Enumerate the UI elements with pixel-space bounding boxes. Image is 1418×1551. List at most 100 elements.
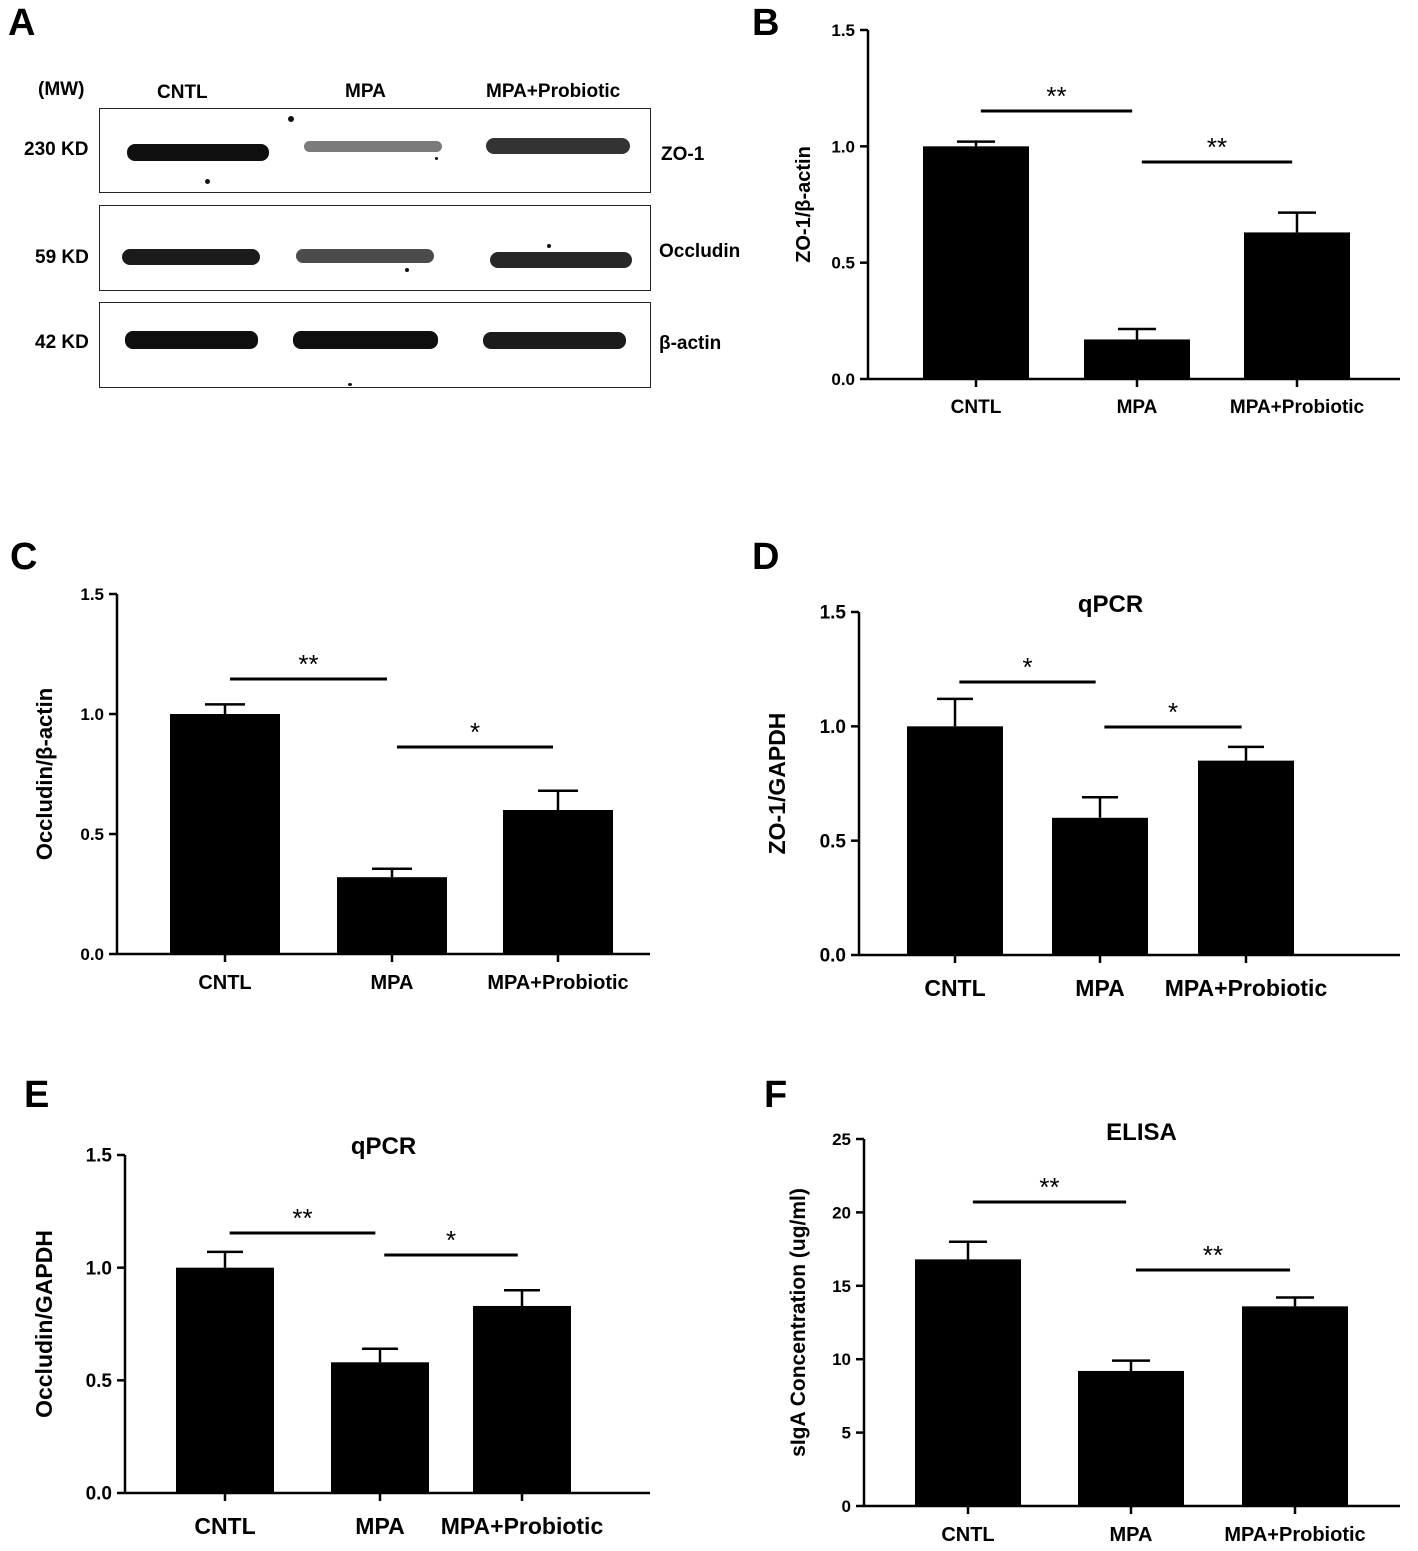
significance-marker: ** — [1046, 81, 1066, 111]
panel-label-f: F — [764, 1074, 788, 1116]
blot-band — [304, 141, 442, 152]
bar — [176, 1267, 274, 1493]
y-tick-label: 0.5 — [820, 831, 847, 852]
bar — [170, 714, 280, 954]
significance-marker: ** — [298, 649, 318, 679]
y-tick-label: 0.5 — [86, 1371, 113, 1392]
protein-label-actin: β-actin — [659, 333, 722, 354]
chart-b: 0.0 0.5 1.0 1.5 CNTL MPA MPA+Probiotic ** ** ZO-1… — [793, 21, 1400, 418]
category-label: MPA+Probiotic — [487, 972, 628, 994]
y-tick-label: 1.5 — [80, 585, 104, 604]
category-label: MPA — [1110, 1524, 1153, 1546]
bar — [473, 1305, 571, 1493]
significance-marker: * — [446, 1225, 456, 1255]
category-label: CNTL — [951, 397, 1002, 418]
y-tick-label: 0 — [842, 1497, 851, 1516]
bar — [907, 726, 1003, 955]
y-tick-label: 1.5 — [831, 21, 855, 40]
mw-label-occludin: 59 KD — [35, 247, 89, 268]
bar — [923, 146, 1029, 379]
y-tick-label: 1.5 — [820, 603, 847, 624]
protein-label-occludin: Occludin — [659, 241, 741, 262]
y-axis-label: ZO-1/β-actin — [793, 146, 815, 263]
y-tick-label: 20 — [832, 1203, 851, 1222]
panel-label-d: D — [752, 536, 780, 578]
significance-marker: ** — [1203, 1240, 1223, 1270]
blot-band — [486, 138, 630, 154]
blot-band — [293, 331, 438, 349]
mw-label-actin: 42 KD — [35, 332, 89, 353]
blot-band — [125, 331, 258, 349]
category-label: MPA+Probiotic — [1230, 397, 1365, 418]
blot-strip-actin — [99, 302, 651, 388]
category-label: MPA+Probiotic — [441, 1513, 604, 1539]
panel-label-b: B — [752, 2, 780, 44]
significance-marker: ** — [1207, 132, 1227, 162]
blot-band — [483, 332, 626, 349]
y-tick-label: 1.0 — [831, 137, 855, 156]
chart-title: qPCR — [1078, 591, 1143, 618]
lane-label-mpa-probiotic: MPA+Probiotic — [486, 81, 621, 102]
category-label: MPA — [371, 972, 414, 994]
y-tick-label: 0.0 — [80, 945, 104, 964]
y-tick-label: 0.5 — [831, 254, 855, 273]
blot-band — [122, 249, 260, 265]
significance-marker: ** — [1039, 1172, 1059, 1202]
blot-speck — [288, 116, 294, 122]
bar — [503, 810, 613, 954]
panel-label-c: C — [10, 536, 38, 578]
category-label: CNTL — [924, 975, 985, 1001]
blot-speck — [435, 157, 438, 160]
category-label: CNTL — [198, 972, 251, 994]
category-label: MPA+Probiotic — [1165, 975, 1328, 1001]
category-label: CNTL — [941, 1524, 994, 1546]
protein-label-zo1: ZO-1 — [661, 144, 705, 165]
mw-label-zo1: 230 KD — [24, 139, 89, 160]
chart-d: 0.0 0.5 1.0 1.5 CNTL MPA MPA+Probiotic * * ZO-1/G… — [764, 591, 1400, 1001]
bar — [1084, 339, 1190, 379]
y-tick-label: 0.0 — [86, 1484, 112, 1505]
y-axis-label: sIgA Concentration (ug/ml) — [787, 1188, 810, 1457]
blot-speck — [348, 383, 352, 386]
bar — [1198, 760, 1294, 955]
bar — [1242, 1306, 1348, 1506]
category-label: CNTL — [194, 1513, 255, 1539]
y-tick-label: 1.5 — [86, 1146, 113, 1167]
bar — [1052, 817, 1148, 955]
blot-strip-zo1 — [99, 108, 651, 193]
blot-band — [490, 252, 632, 268]
significance-marker: * — [470, 717, 480, 747]
category-label: MPA — [1117, 397, 1158, 418]
significance-marker: * — [1168, 697, 1178, 727]
y-tick-label: 1.0 — [86, 1258, 112, 1279]
lane-label-mpa: MPA — [345, 81, 386, 102]
lane-label-cntl: CNTL — [157, 82, 208, 103]
chart-title: qPCR — [351, 1133, 416, 1160]
y-axis-label: Occludin/β-actin — [32, 688, 57, 860]
y-tick-label: 0.0 — [820, 946, 846, 967]
y-tick-label: 15 — [832, 1277, 851, 1296]
y-tick-label: 5 — [842, 1424, 851, 1443]
bar — [1244, 232, 1350, 379]
blot-band — [296, 249, 434, 263]
chart-title: ELISA — [1106, 1119, 1177, 1146]
category-label: MPA — [355, 1513, 404, 1539]
y-axis-label: Occludin/GAPDH — [31, 1230, 57, 1418]
y-axis-label: ZO-1/GAPDH — [764, 713, 790, 855]
blot-speck — [205, 179, 210, 184]
bar — [915, 1259, 1021, 1506]
category-label: MPA — [1075, 975, 1124, 1001]
y-tick-label: 0.5 — [80, 825, 104, 844]
blot-speck — [405, 268, 409, 272]
blot-band — [127, 144, 269, 161]
y-tick-label: 0.0 — [831, 370, 855, 389]
bar — [337, 877, 447, 954]
blot-speck — [547, 244, 551, 248]
y-tick-label: 1.0 — [80, 705, 104, 724]
significance-marker: * — [1022, 652, 1032, 682]
mw-header: (MW) — [38, 79, 85, 100]
bar — [331, 1362, 429, 1493]
